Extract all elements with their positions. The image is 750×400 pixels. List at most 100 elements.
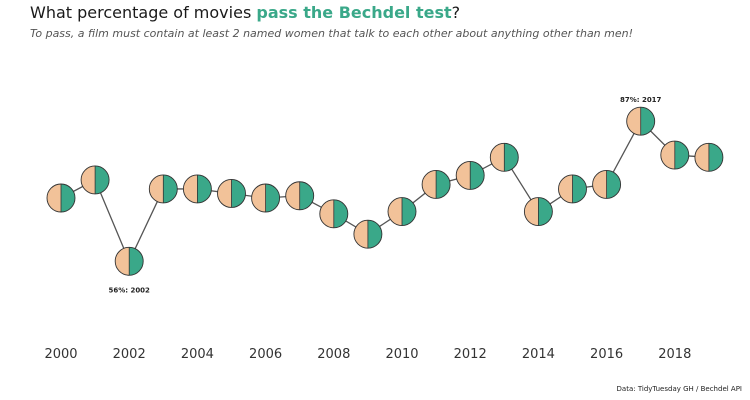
fail-half: [183, 174, 198, 203]
marker-outline: [251, 183, 281, 213]
marker-outline: [46, 183, 76, 213]
title-prefix: What percentage of movies: [30, 3, 257, 22]
annotation-label: 87%: 2017: [620, 96, 662, 104]
data-point-2016: [592, 169, 622, 199]
marker-outline: [660, 140, 690, 170]
data-point-2015: [558, 174, 587, 204]
marker-outline: [319, 199, 349, 229]
fail-half: [490, 143, 505, 172]
chart-subtitle: To pass, a film must contain at least 2 …: [30, 27, 634, 40]
data-point-2017: [626, 106, 656, 136]
data-point-2007: [285, 181, 315, 211]
marker-outline: [387, 197, 417, 227]
data-point-2014: [523, 197, 553, 227]
marker-outline: [626, 106, 656, 136]
data-point-2003: [148, 174, 178, 204]
marker-outline: [455, 160, 485, 190]
data-point-2005: [217, 179, 246, 208]
fail-half: [592, 170, 607, 199]
marker-outline: [523, 197, 553, 227]
pass-half: [95, 165, 110, 194]
x-tick-label: 2018: [658, 347, 691, 362]
x-tick-label: 2006: [249, 347, 282, 362]
marker-outline: [148, 174, 178, 204]
marker-outline: [353, 219, 383, 249]
fail-half: [456, 161, 471, 190]
pass-half: [538, 197, 553, 226]
data-point-2012: [455, 160, 485, 190]
pass-half: [572, 174, 587, 203]
pass-half: [197, 174, 212, 203]
title-highlight: pass the Bechdel test: [256, 3, 452, 22]
title-suffix: ?: [451, 3, 461, 22]
fail-half: [285, 181, 300, 210]
pass-half: [436, 170, 451, 199]
marker-outline: [421, 169, 451, 199]
data-point-2002: [114, 246, 144, 276]
pass-half: [640, 107, 655, 136]
fail-half: [149, 174, 164, 203]
pass-half: [61, 184, 75, 212]
x-tick-label: 2010: [385, 347, 418, 362]
fail-half: [115, 247, 130, 276]
fail-half: [524, 197, 539, 226]
pass-half: [606, 170, 621, 199]
data-point-2009: [353, 219, 383, 249]
marker-outline: [80, 165, 110, 195]
data-point-2000: [46, 183, 76, 213]
pass-half: [163, 174, 178, 203]
pass-half: [299, 181, 314, 210]
data-point-2006: [251, 183, 281, 213]
fail-half: [47, 184, 61, 212]
data-point-2013: [489, 142, 519, 172]
marker-outline: [694, 142, 724, 172]
fail-half: [626, 107, 641, 136]
marker-outline: [217, 179, 246, 208]
data-point-2004: [182, 174, 212, 204]
fail-half: [694, 143, 709, 172]
data-point-2001: [80, 165, 110, 195]
pass-half: [470, 161, 485, 190]
fail-half: [251, 184, 266, 212]
marker-outline: [285, 181, 315, 211]
data-source-caption: Data: TidyTuesday GH / Bechdel API: [616, 385, 742, 393]
pass-half: [333, 199, 348, 228]
annotation-layer: 56%: 2002 87%: 2017: [108, 96, 661, 294]
annotation-label: 56%: 2002: [108, 286, 150, 294]
fail-half: [353, 220, 368, 249]
x-tick-label: 2014: [522, 347, 555, 362]
marker-outline: [558, 174, 587, 204]
fail-half: [217, 179, 232, 208]
data-point-2011: [421, 169, 451, 199]
x-tick-label: 2016: [590, 347, 623, 362]
chart-title: What percentage of movies pass the Bechd…: [30, 3, 460, 22]
data-point-2010: [387, 197, 417, 227]
pass-half: [231, 179, 246, 208]
data-point-2018: [660, 140, 690, 170]
marker-outline: [114, 246, 144, 276]
pass-half: [402, 197, 416, 226]
pass-half: [674, 141, 689, 170]
x-tick-label: 2002: [113, 347, 146, 362]
data-point-2019: [694, 142, 724, 172]
x-tick-label: 2012: [454, 347, 487, 362]
x-tick-label: 2000: [44, 347, 77, 362]
pass-half: [265, 184, 280, 212]
marker-outline: [489, 142, 519, 172]
x-tick-label: 2004: [181, 347, 214, 362]
marker-outline: [182, 174, 212, 204]
fail-half: [422, 170, 437, 199]
x-tick-label: 2008: [317, 347, 350, 362]
marker-layer: [46, 106, 724, 276]
pass-half: [129, 247, 144, 276]
pass-half: [504, 143, 519, 172]
data-point-2008: [319, 199, 349, 229]
fail-half: [388, 197, 402, 226]
pass-half: [708, 143, 723, 172]
x-axis-ticks: 2000 2002 2004 2006 2008 2010 2012 2014 2016 2018: [44, 347, 691, 362]
fail-half: [558, 174, 573, 203]
pass-half: [367, 220, 382, 249]
marker-outline: [592, 169, 622, 199]
fail-half: [660, 141, 675, 170]
